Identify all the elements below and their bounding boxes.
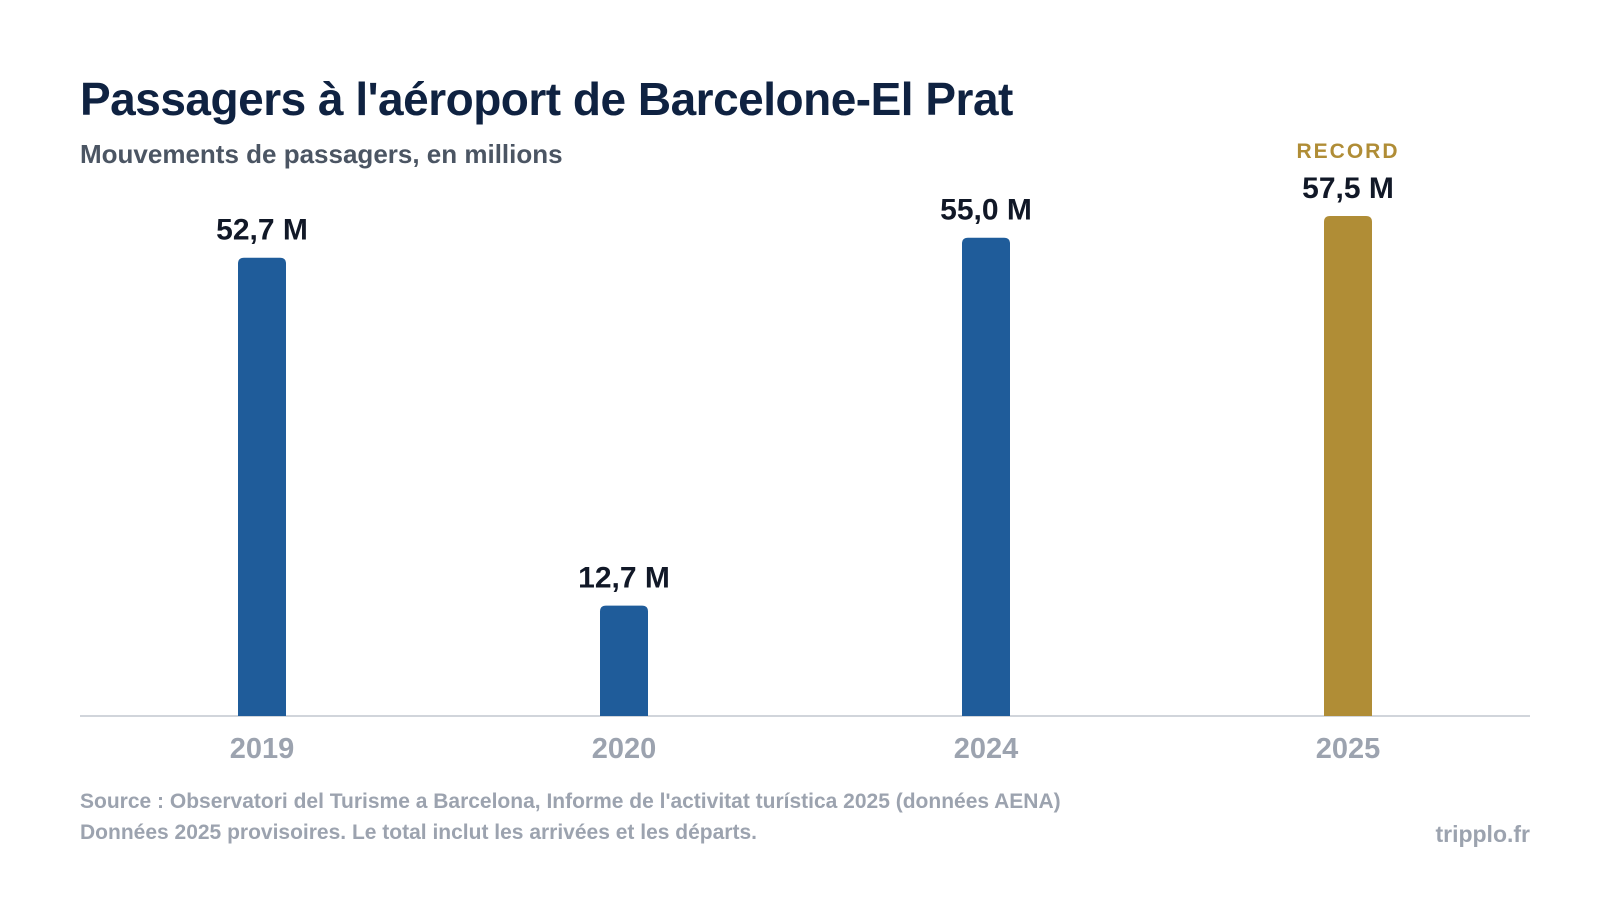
- bar-2024: [962, 237, 1010, 716]
- x-tick-label-2019: 2019: [230, 733, 295, 765]
- brand-link[interactable]: tripplo.fr: [1435, 821, 1530, 847]
- value-label-2025: 57,5 M: [1302, 172, 1394, 205]
- bar-2025: [1324, 216, 1372, 716]
- chart-subtitle: Mouvements de passagers, en millions: [80, 139, 563, 169]
- x-tick-label-2024: 2024: [954, 733, 1019, 765]
- value-label-2020: 12,7 M: [578, 562, 670, 595]
- value-label-2019: 52,7 M: [216, 214, 308, 247]
- x-tick-label-2025: 2025: [1316, 733, 1381, 765]
- source-note: Source : Observatori del Turisme a Barce…: [80, 790, 1061, 813]
- footnote: Données 2025 provisoires. Le total inclu…: [80, 821, 757, 844]
- bar-2020: [600, 605, 648, 716]
- record-badge: RECORD: [1296, 140, 1399, 163]
- value-label-2024: 55,0 M: [940, 194, 1032, 227]
- chart-title: Passagers à l'aéroport de Barcelone-El P…: [80, 73, 1013, 125]
- bar-2019: [238, 257, 286, 716]
- x-tick-label-2020: 2020: [592, 733, 657, 765]
